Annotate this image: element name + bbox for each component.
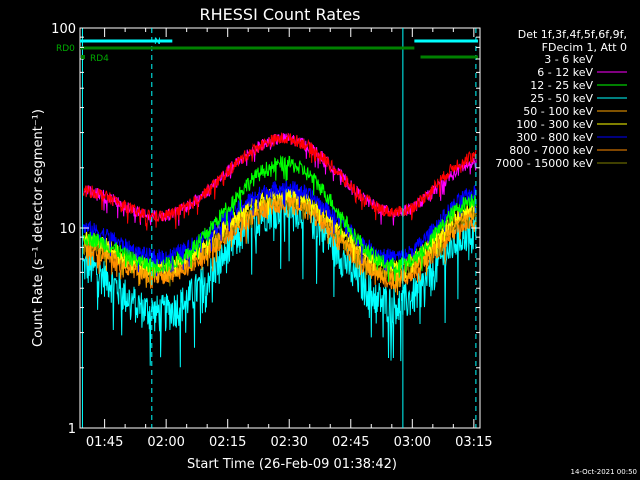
y-axis-label: Count Rate (s⁻¹ detector segment⁻¹) bbox=[31, 109, 46, 347]
legend-header-line-1: Det 1f,3f,4f,5f,6f,9f, bbox=[518, 28, 627, 41]
flag-label-rd4: RD4 bbox=[90, 54, 109, 64]
series-12-25-kev bbox=[82, 154, 477, 282]
legend-label: 100 - 300 keV bbox=[516, 118, 593, 131]
x-tick-label: 02:00 bbox=[147, 435, 184, 450]
x-axis-label: Start Time (26-Feb-09 01:38:42) bbox=[187, 457, 397, 472]
series-100-300-kev bbox=[82, 187, 477, 279]
legend-label: 3 - 6 keV bbox=[544, 53, 593, 66]
series-red-trace bbox=[82, 132, 477, 231]
y-tick-label: 10 bbox=[59, 222, 76, 237]
legend: Det 1f,3f,4f,5f,6f,9f, FDecim 1, Att 0 3… bbox=[495, 28, 627, 170]
y-tick-label: 1 bbox=[68, 422, 76, 437]
y-tick-label: 100 bbox=[51, 22, 76, 37]
tick-layer: 01:45 02:00 02:15 02:30 02:45 03:00 03:15 1 10 10… bbox=[51, 22, 492, 450]
legend-label: 50 - 100 keV bbox=[523, 105, 593, 118]
flag-label-rd0: RD0 bbox=[56, 44, 75, 54]
x-tick-label: 02:45 bbox=[332, 435, 369, 450]
x-tick-label: 01:45 bbox=[86, 435, 123, 450]
legend-label: 300 - 800 keV bbox=[516, 131, 593, 144]
legend-label: 7000 - 15000 keV bbox=[495, 157, 593, 170]
series-300-800-kev bbox=[82, 180, 477, 277]
series-25-50-kev bbox=[82, 188, 477, 368]
series-800-7000-kev bbox=[82, 196, 477, 293]
flag-label-n: N bbox=[154, 37, 161, 47]
legend-label: 800 - 7000 keV bbox=[509, 144, 593, 157]
legend-label: 25 - 50 keV bbox=[530, 92, 593, 105]
flag-marker-rd4 bbox=[81, 55, 85, 59]
x-tick-label: 02:15 bbox=[209, 435, 246, 450]
date-stamp: 14-Oct-2021 00:50 bbox=[571, 468, 637, 476]
chart-title: RHESSI Count Rates bbox=[200, 5, 361, 24]
legend-header-line-2: FDecim 1, Att 0 bbox=[542, 41, 627, 54]
series-layer bbox=[82, 132, 477, 368]
flag-layer bbox=[80, 39, 478, 59]
legend-label: 6 - 12 keV bbox=[537, 66, 593, 79]
x-tick-label: 03:15 bbox=[455, 435, 492, 450]
x-tick-label: 03:00 bbox=[394, 435, 431, 450]
x-tick-label: 02:30 bbox=[270, 435, 307, 450]
legend-label: 12 - 25 keV bbox=[530, 79, 593, 92]
